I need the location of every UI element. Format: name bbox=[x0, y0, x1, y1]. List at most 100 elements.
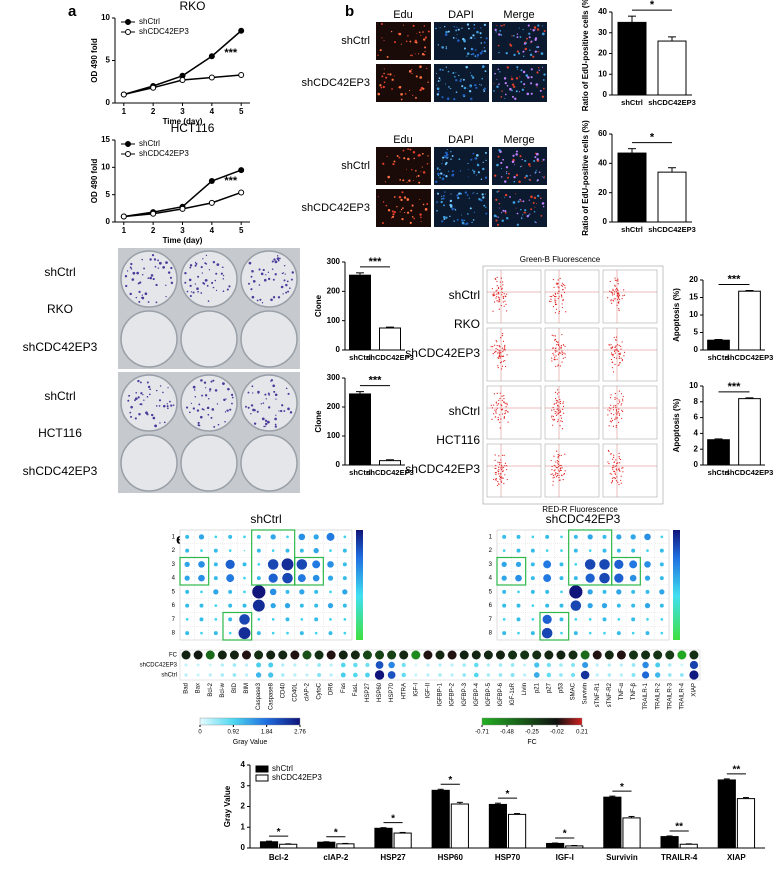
heat-cell bbox=[220, 673, 225, 677]
bubble bbox=[531, 535, 535, 539]
event bbox=[562, 298, 564, 301]
plate bbox=[120, 310, 178, 368]
colony bbox=[198, 403, 201, 406]
event bbox=[505, 406, 507, 408]
cell-dot bbox=[405, 168, 407, 170]
cell-dot bbox=[529, 53, 533, 57]
bar bbox=[717, 779, 736, 849]
cell-dot bbox=[453, 220, 455, 222]
point bbox=[120, 213, 127, 220]
cell-dot bbox=[537, 24, 540, 27]
heat-cell bbox=[450, 673, 454, 677]
cell-dot bbox=[436, 84, 438, 86]
y-tick-label: 2 bbox=[694, 444, 699, 453]
colony bbox=[274, 425, 277, 428]
event bbox=[620, 357, 622, 359]
event bbox=[499, 478, 501, 480]
cell-dot bbox=[390, 217, 393, 219]
cell-dot bbox=[512, 154, 515, 157]
heat-cell bbox=[208, 663, 212, 667]
event bbox=[558, 401, 560, 403]
colony bbox=[158, 405, 161, 407]
cell-dot bbox=[495, 215, 498, 218]
colony bbox=[270, 380, 272, 382]
column-label: Bad bbox=[184, 683, 190, 694]
cell-dot bbox=[473, 211, 476, 214]
cell-dot bbox=[476, 153, 479, 157]
cell-dot bbox=[506, 171, 508, 173]
bubble bbox=[617, 618, 621, 621]
colony bbox=[162, 404, 166, 408]
cell-dot bbox=[504, 211, 507, 214]
event bbox=[497, 348, 499, 351]
bubble bbox=[631, 603, 636, 608]
event bbox=[556, 474, 558, 477]
legend-label: shCtrl bbox=[139, 139, 160, 148]
event bbox=[612, 406, 614, 409]
event bbox=[609, 420, 612, 422]
colony bbox=[287, 392, 290, 395]
heat-cell bbox=[326, 650, 336, 660]
event bbox=[554, 391, 557, 393]
colony bbox=[129, 292, 132, 296]
bubble bbox=[213, 631, 218, 636]
event bbox=[555, 399, 557, 402]
cell-dot bbox=[456, 218, 459, 221]
event bbox=[495, 350, 497, 353]
event bbox=[497, 296, 500, 298]
colony bbox=[149, 276, 153, 280]
bubble bbox=[660, 535, 664, 539]
column-label: TRAILR-4 bbox=[679, 682, 685, 709]
cell-dot bbox=[455, 29, 458, 32]
cell-dot bbox=[450, 193, 452, 195]
colony bbox=[159, 422, 161, 424]
event bbox=[559, 400, 562, 403]
cell-dot bbox=[534, 50, 537, 53]
x-tick-label: TRAILR-4 bbox=[661, 853, 698, 862]
colony bbox=[155, 301, 158, 304]
y-tick-label: 10 bbox=[598, 69, 607, 78]
event bbox=[501, 365, 504, 367]
cell-dot bbox=[389, 73, 392, 76]
colony bbox=[281, 272, 284, 275]
cell-dot bbox=[530, 195, 533, 199]
cell-dot bbox=[424, 46, 427, 49]
event bbox=[613, 405, 615, 407]
event bbox=[621, 403, 623, 405]
cell-dot bbox=[474, 49, 477, 51]
cell-dot bbox=[412, 179, 414, 181]
event bbox=[614, 350, 616, 353]
cell-dot bbox=[537, 194, 540, 197]
colony bbox=[267, 392, 270, 395]
heat-cell bbox=[411, 650, 421, 660]
event bbox=[551, 334, 553, 336]
legend-swatch bbox=[255, 765, 269, 773]
event bbox=[551, 473, 554, 475]
legend-marker bbox=[125, 19, 131, 25]
colony bbox=[256, 299, 259, 302]
event bbox=[500, 404, 502, 406]
event bbox=[560, 284, 562, 286]
colony bbox=[189, 284, 192, 287]
event bbox=[557, 457, 559, 459]
bubble bbox=[588, 631, 592, 635]
heat-cell bbox=[580, 670, 590, 680]
event bbox=[500, 476, 503, 478]
event bbox=[555, 282, 558, 284]
column-label: IGF-II bbox=[425, 683, 431, 699]
y-tick-label: 2 bbox=[241, 802, 246, 811]
cell-dot bbox=[500, 96, 503, 98]
cell-dot bbox=[501, 219, 504, 223]
cell-dot bbox=[435, 72, 437, 74]
y-tick-label: 10 bbox=[101, 162, 110, 171]
row-label: shCDC42EP3 bbox=[405, 346, 480, 360]
cell-dot bbox=[529, 179, 532, 182]
cell-dot bbox=[470, 158, 473, 161]
bubble bbox=[213, 589, 219, 595]
colony bbox=[203, 381, 207, 384]
event bbox=[552, 306, 555, 308]
event bbox=[496, 484, 499, 487]
colony bbox=[273, 390, 276, 393]
significance: *** bbox=[224, 175, 238, 187]
flow-plot bbox=[544, 269, 600, 324]
